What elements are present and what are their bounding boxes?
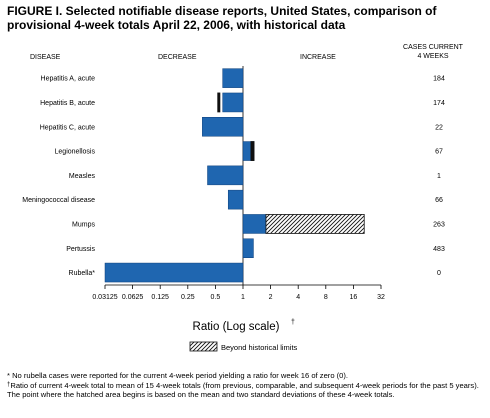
case-count-5: 66 [435,197,443,204]
footnote-star: * No rubella cases were reported for the… [7,371,349,380]
bar-beyond-limits-1 [217,92,221,113]
case-count-6: 263 [433,221,445,228]
category-label-5: Meningococcal disease [22,197,95,204]
x-tick-label-0: 0.03125 [92,294,117,301]
header-cases-line1: CASES CURRENT [403,44,463,51]
case-count-7: 483 [433,246,445,253]
header-increase: INCREASE [300,54,336,61]
case-count-1: 174 [433,100,445,107]
x-tick-label-3: 0.25 [181,294,195,301]
case-counts: 184 174 22 67 1 66 263 483 0 [433,76,445,277]
x-tick-label-2: 0.125 [151,294,169,301]
x-tick-label-4: 0.5 [211,294,221,301]
category-label-2: Hepatitis C, acute [40,124,95,131]
bars-group [104,68,365,283]
x-axis-label: Ratio (Log scale) [193,321,280,333]
footnote-dagger-text: Ratio of current 4-week total to mean of… [7,381,479,399]
footnote-dagger: †Ratio of current 4-week total to mean o… [7,381,485,399]
tick-group: 0.03125 0.0625 0.125 0.25 0.5 1 2 4 8 16 32 [92,285,385,301]
bar-5 [227,189,244,210]
header-decrease: DECREASE [158,54,197,61]
bar-2 [202,117,244,137]
x-tick-label-1: 0.0625 [122,294,144,301]
category-label-3: Legionellosis [55,149,96,156]
x-tick-label-8: 8 [324,294,328,301]
case-count-3: 67 [435,149,443,156]
bar-6 [242,214,267,234]
x-axis-label-mark: † [291,319,295,326]
case-count-4: 1 [437,173,441,180]
category-labels: Hepatitis A, acute Hepatitis B, acute Hepa… [22,76,95,277]
bar-4 [207,165,244,186]
header-cases-line2: 4 WEEKS [417,53,449,60]
category-label-6: Mumps [72,221,95,228]
category-label-8: Rubella* [69,270,96,277]
case-count-8: 0 [437,270,441,277]
bar-0 [222,68,244,88]
x-tick-label-5: 1 [241,294,245,301]
category-label-0: Hepatitis A, acute [41,76,96,83]
bar-beyond-limits-3 [250,141,255,161]
x-tick-label-7: 4 [296,294,300,301]
x-tick-label-6: 2 [269,294,273,301]
bar-8 [104,262,244,283]
footnote-dagger-mark: † [7,382,11,388]
bar-7 [242,238,254,258]
header-disease: DISEASE [30,54,61,61]
category-label-4: Measles [69,173,96,180]
figure-title: FIGURE I. Selected notifiable disease re… [7,4,437,32]
x-tick-label-9: 16 [350,294,358,301]
bar-beyond-limits-6 [265,214,365,234]
bar-1 [222,92,244,113]
case-count-2: 22 [435,124,443,131]
x-tick-label-10: 32 [377,294,385,301]
category-label-1: Hepatitis B, acute [40,100,95,107]
case-count-0: 184 [433,76,445,83]
legend-label: Beyond historical limits [221,343,298,352]
legend-swatch [189,341,218,352]
category-label-7: Pertussis [66,246,95,253]
